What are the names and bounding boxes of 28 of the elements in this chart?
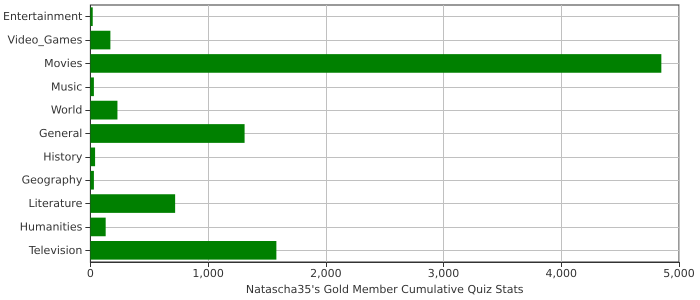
y-tick-label: Geography	[22, 174, 83, 187]
bar	[90, 170, 94, 190]
bar	[90, 77, 94, 96]
x-axis-title: Natascha35's Gold Member Cumulative Quiz Stats	[246, 283, 524, 296]
y-tick-label: Literature	[28, 197, 83, 210]
x-tick-label: 2,000	[310, 267, 342, 280]
bar	[90, 240, 276, 260]
bar	[90, 30, 110, 50]
y-tick-label: Entertainment	[3, 10, 84, 24]
y-tick-label: World	[50, 104, 82, 117]
y-tick-label: History	[43, 150, 83, 164]
bar	[90, 124, 245, 143]
x-tick-label: 4,000	[546, 267, 578, 280]
x-tick-label: 0	[86, 267, 94, 280]
bar	[90, 218, 106, 236]
x-tick-label: 3,000	[428, 267, 460, 280]
y-tick-label: Movies	[44, 56, 83, 70]
bar	[90, 194, 176, 213]
y-tick-label: Humanities	[20, 220, 83, 234]
x-tick-label: 1,000	[192, 267, 224, 280]
y-tick-label: Television	[28, 244, 82, 257]
y-tick-label: Video_Games	[8, 34, 83, 47]
x-tick-label: 5,000	[663, 267, 695, 280]
bar	[90, 54, 662, 73]
bar	[90, 148, 96, 166]
y-tick-label: General	[39, 127, 82, 140]
y-tick-label: Music	[51, 80, 82, 94]
bar	[90, 100, 118, 120]
